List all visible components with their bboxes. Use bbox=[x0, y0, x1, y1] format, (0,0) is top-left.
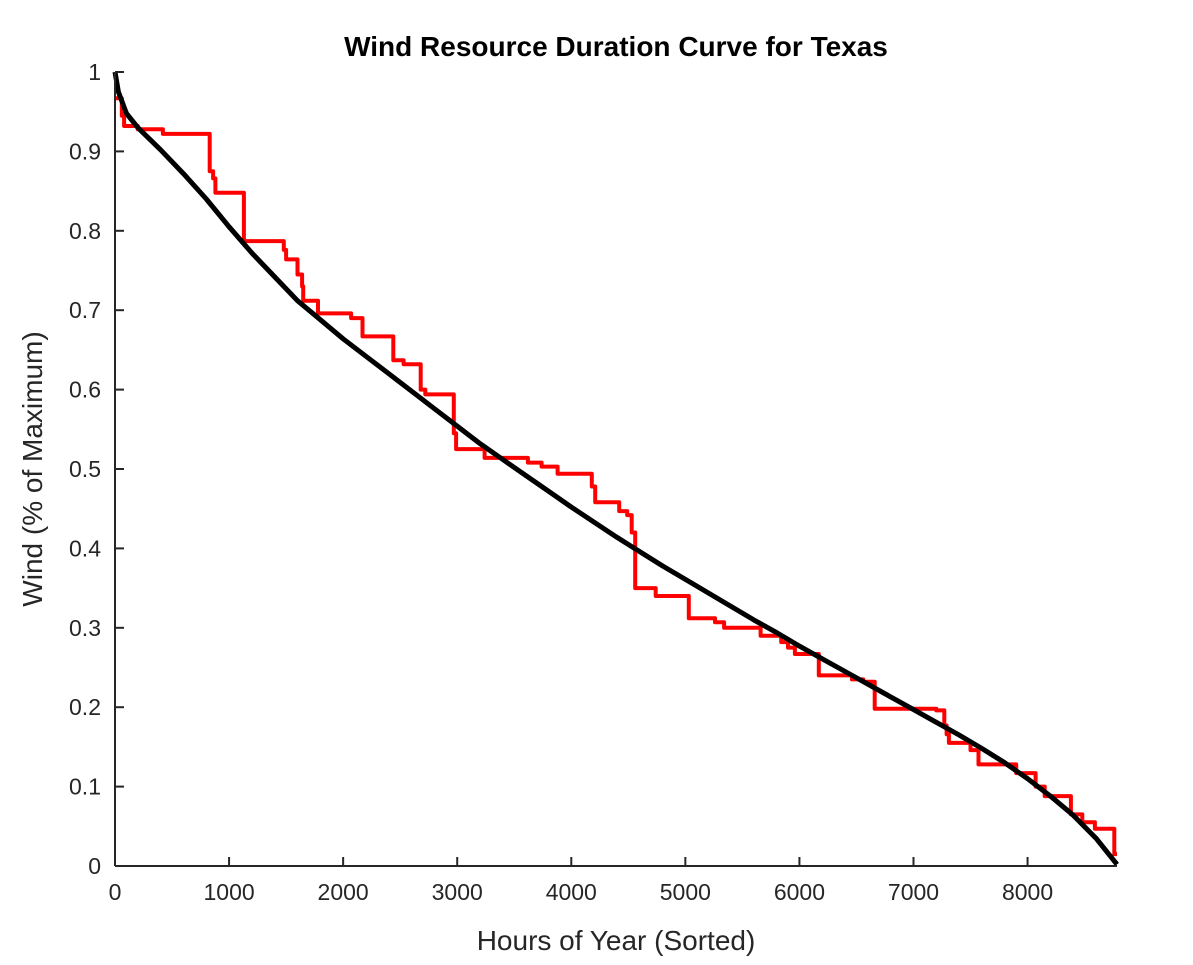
x-axis-label: Hours of Year (Sorted) bbox=[477, 925, 756, 956]
y-tick-label: 0.3 bbox=[69, 615, 101, 641]
y-tick-label: 0.8 bbox=[69, 218, 101, 244]
y-tick-label: 0.9 bbox=[69, 138, 101, 164]
x-tick-label: 7000 bbox=[888, 879, 939, 905]
x-tick-label: 6000 bbox=[774, 879, 825, 905]
x-tick-label: 2000 bbox=[318, 879, 369, 905]
y-tick-label: 0 bbox=[88, 853, 101, 879]
x-tick-label: 8000 bbox=[1002, 879, 1053, 905]
x-tick-label: 3000 bbox=[432, 879, 483, 905]
y-tick-label: 0.1 bbox=[69, 774, 101, 800]
y-tick-label: 0.6 bbox=[69, 377, 101, 403]
x-tick-label: 4000 bbox=[546, 879, 597, 905]
x-ticks: 0 1000 2000 3000 4000 5000 6000 7000 8000 bbox=[109, 857, 1053, 905]
plot-series bbox=[112, 71, 1119, 866]
chart-title: Wind Resource Duration Curve for Texas bbox=[344, 31, 888, 62]
y-tick-label: 1 bbox=[88, 59, 101, 85]
x-tick-label: 1000 bbox=[203, 879, 254, 905]
y-tick-label: 0.2 bbox=[69, 694, 101, 720]
y-tick-label: 0.4 bbox=[69, 535, 101, 561]
x-tick-label: 0 bbox=[109, 879, 122, 905]
x-tick-label: 5000 bbox=[660, 879, 711, 905]
series-step-approximation bbox=[115, 96, 1117, 857]
series-duration-curve bbox=[112, 71, 1119, 866]
y-tick-label: 0.7 bbox=[69, 297, 101, 323]
y-ticks: 0 0.1 0.2 0.3 0.4 0.5 0.6 0.7 0.8 0.9 1 bbox=[69, 59, 124, 879]
y-tick-label: 0.5 bbox=[69, 456, 101, 482]
y-axis-label: Wind (% of Maximum) bbox=[17, 331, 48, 606]
